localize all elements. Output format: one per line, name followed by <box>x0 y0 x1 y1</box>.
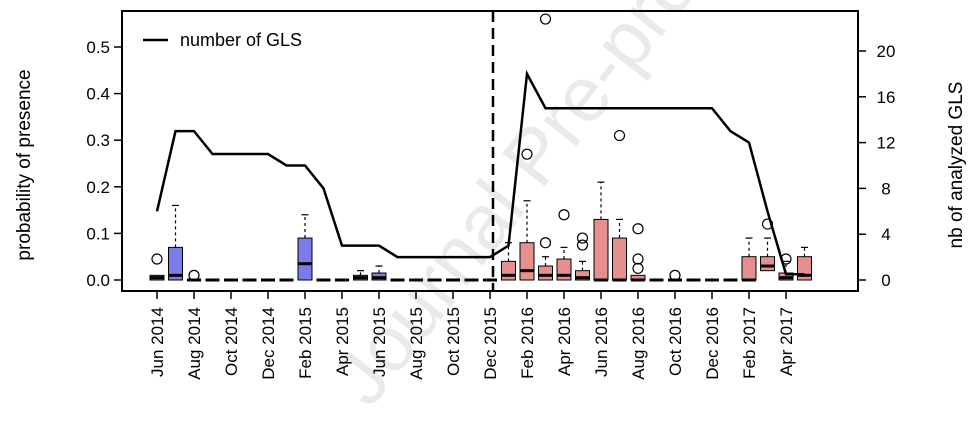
box-jun-2016 <box>593 181 609 282</box>
box-apr-2016 <box>556 209 572 281</box>
box-body <box>519 242 535 281</box>
x-tick-label: Oct 2015 <box>444 307 463 376</box>
outlier-point <box>632 253 644 265</box>
y-tick-label: 0.3 <box>86 131 110 150</box>
box-jan-2016 <box>501 242 516 281</box>
x-tick-label: Aug 2016 <box>629 307 648 380</box>
x-tick-label: Aug 2015 <box>407 307 426 380</box>
x-tick-label: Jun 2016 <box>592 307 611 377</box>
outlier-point <box>576 232 589 244</box>
outlier-point <box>521 148 533 160</box>
axes: 0.0 0.1 0.2 0.3 0.4 0.5 0 4 8 12 16 20 Jun 2014 Aug 2… <box>86 10 896 380</box>
y-tick-label: 0.4 <box>86 85 110 104</box>
box-body <box>297 237 313 281</box>
box-jul-2016 <box>612 129 627 282</box>
outlier-point <box>576 239 589 251</box>
x-tick-label: Oct 2014 <box>222 307 241 376</box>
outlier-point <box>151 253 163 265</box>
y-axis-title: probability of presence <box>14 69 35 260</box>
x-tick-label: Apr 2016 <box>555 307 574 376</box>
box-feb-2016 <box>519 148 535 281</box>
x-tick-label: Dec 2014 <box>259 307 278 380</box>
box-body <box>556 258 572 281</box>
outlier-point <box>632 223 644 235</box>
box-body <box>538 265 553 281</box>
box-body <box>501 260 516 281</box>
x-tick-label: Feb 2017 <box>740 307 759 379</box>
x-tick-label: Oct 2016 <box>666 307 685 376</box>
box-body <box>741 256 757 281</box>
gls-count-polyline <box>155 69 805 276</box>
box-mar-2017 <box>760 218 775 272</box>
x-tick-label: Jun 2014 <box>148 307 167 377</box>
x-tick-label: Apr 2015 <box>333 307 352 376</box>
box-jun-2015 <box>371 265 387 281</box>
y2-axis-title: nb of analyzed GLS <box>946 82 967 249</box>
outlier-point <box>558 209 570 221</box>
y-tick-label: 0.5 <box>86 38 110 57</box>
x-tick-label: Apr 2017 <box>777 307 796 376</box>
boxplot-series <box>149 13 812 282</box>
box-body <box>593 218 609 281</box>
y2-tick-label: 4 <box>881 225 890 244</box>
y2-tick-label: 12 <box>877 134 896 153</box>
x-tick-label: Dec 2016 <box>703 307 722 380</box>
box-aug-2014 <box>187 269 201 282</box>
box-body <box>612 237 627 281</box>
y2-tick-label: 8 <box>881 179 890 198</box>
outlier-point <box>539 237 552 249</box>
box-feb-2017 <box>741 237 757 282</box>
box-may-2015 <box>353 270 368 281</box>
box-mar-2016 <box>538 13 553 281</box>
x-tick-label: Feb 2015 <box>296 307 315 379</box>
outlier-point <box>669 269 681 281</box>
outlier-point <box>632 262 644 274</box>
box-aug-2016 <box>630 223 646 282</box>
box-feb-2015 <box>297 214 313 281</box>
y-tick-label: 0.2 <box>86 178 110 197</box>
y-tick-label: 0.0 <box>86 271 110 290</box>
legend-label: number of GLS <box>180 30 302 50</box>
x-tick-label: Aug 2014 <box>185 307 204 380</box>
box-body <box>575 270 590 281</box>
box-may-2016 <box>575 232 590 281</box>
legend: number of GLS <box>143 30 302 50</box>
y2-tick-label: 0 <box>881 271 890 290</box>
box-jul-2014 <box>168 204 183 281</box>
outlier-point <box>539 13 552 25</box>
box-oct-2016 <box>668 269 682 282</box>
box-body <box>760 256 775 272</box>
gls-count-line <box>155 69 805 276</box>
outlier-point <box>613 129 626 142</box>
box-jun-2014 <box>149 253 165 281</box>
y-tick-label: 0.1 <box>86 224 110 243</box>
y2-tick-label: 16 <box>877 88 896 107</box>
x-tick-label: Jun 2015 <box>370 307 389 377</box>
y2-tick-label: 20 <box>877 42 896 61</box>
x-tick-label: Feb 2016 <box>518 307 537 379</box>
box-body <box>168 246 183 281</box>
outlier-point <box>188 269 200 281</box>
x-tick-label: Dec 2015 <box>481 307 500 380</box>
